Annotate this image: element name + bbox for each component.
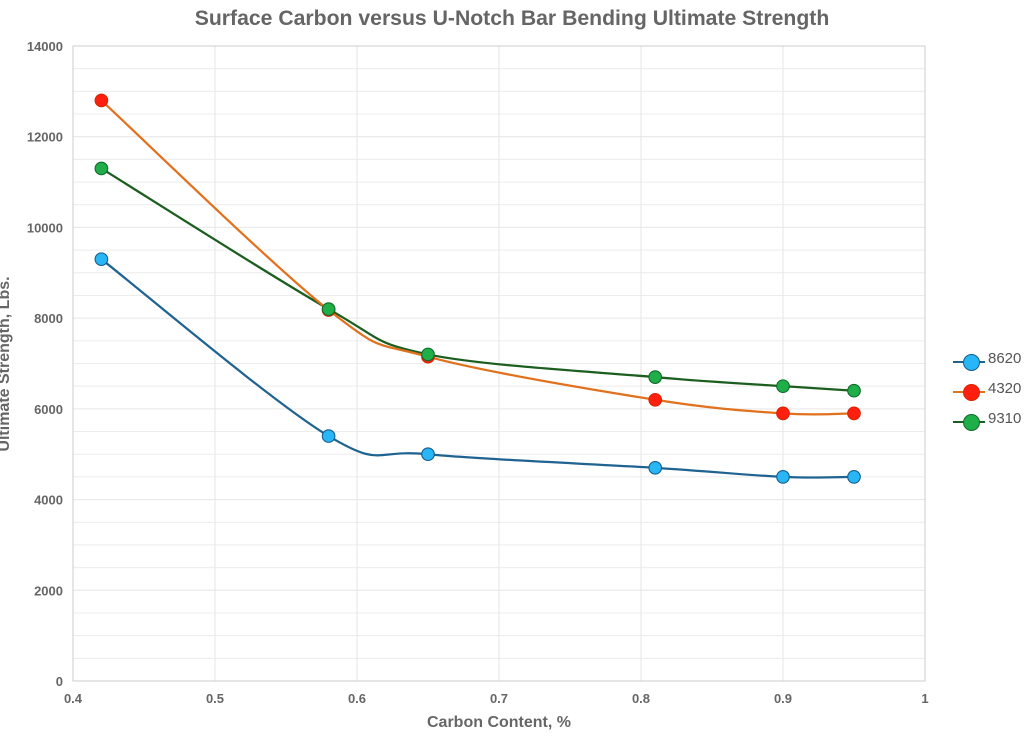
svg-text:0.4: 0.4	[64, 691, 83, 706]
svg-text:1: 1	[921, 691, 928, 706]
svg-text:4000: 4000	[34, 493, 63, 508]
svg-text:12000: 12000	[27, 130, 63, 145]
svg-text:0: 0	[56, 674, 63, 689]
svg-text:10000: 10000	[27, 220, 63, 235]
svg-text:2000: 2000	[34, 583, 63, 598]
svg-text:14000: 14000	[27, 39, 63, 54]
svg-text:0.6: 0.6	[348, 691, 366, 706]
svg-text:0.8: 0.8	[632, 691, 650, 706]
svg-text:0.7: 0.7	[490, 691, 508, 706]
svg-text:6000: 6000	[34, 402, 63, 417]
svg-text:0.9: 0.9	[774, 691, 792, 706]
svg-text:8000: 8000	[34, 311, 63, 326]
svg-text:0.5: 0.5	[206, 691, 224, 706]
